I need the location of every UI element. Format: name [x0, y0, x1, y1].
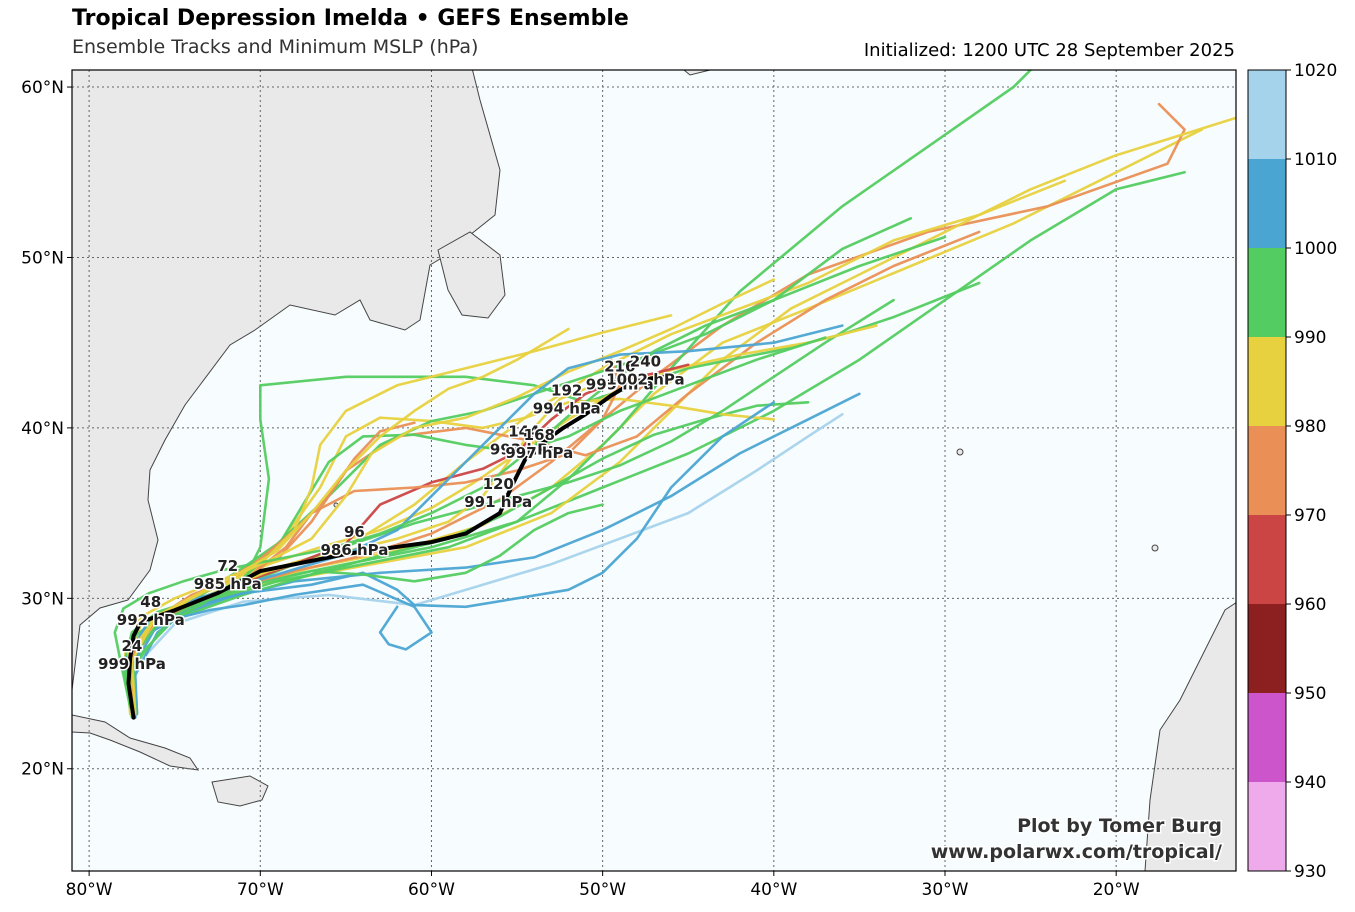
member-track	[127, 336, 827, 713]
chart-subtitle: Ensemble Tracks and Minimum MSLP (hPa)	[72, 36, 479, 58]
lon-tick-label: 60°W	[408, 880, 455, 900]
colorbar-bin	[1248, 70, 1286, 159]
member-track	[130, 327, 570, 716]
island-madeira	[1151, 544, 1159, 552]
mslp-label: 991 hPa	[464, 493, 532, 511]
colorbar-label: 1000	[1294, 239, 1337, 259]
colorbar-bin	[1248, 693, 1286, 782]
colorbar-bin	[1248, 337, 1286, 426]
land-cuba	[72, 714, 200, 771]
forecast-hour-label: 72	[217, 557, 238, 575]
colorbar-label: 1010	[1294, 150, 1337, 170]
member-track	[127, 314, 673, 713]
mslp-label: 986 hPa	[320, 541, 388, 559]
colorbar-bin	[1248, 159, 1286, 248]
land-greenland	[683, 70, 711, 76]
colorbar-bin	[1248, 248, 1286, 337]
credit: Plot by Tomer Burg www.polarwx.com/tropi…	[929, 814, 1223, 865]
member-track	[132, 413, 844, 716]
lat-tick-label: 60°N	[21, 78, 64, 98]
member-track	[132, 503, 604, 716]
colorbar-label: 950	[1294, 684, 1326, 704]
colorbar-label: 990	[1294, 328, 1326, 348]
mslp-label: 999 hPa	[98, 655, 166, 673]
mean-track	[126, 374, 665, 720]
colorbar-bin	[1248, 782, 1286, 871]
colorbar-label: 1020	[1294, 61, 1337, 81]
credit-line-1: Plot by Tomer Burg	[1017, 815, 1222, 837]
colorbar: 1020 1010 1000 990 980 970 960 950 940 930	[1247, 61, 1337, 882]
mslp-label: 999 hPa	[586, 376, 654, 394]
mslp-label: 994 hPa	[533, 400, 601, 418]
mslp-label: 997 hPa	[505, 444, 573, 462]
axis-ticks: 80°W 70°W 60°W 50°W 40°W 30°W 20°W 60°N 50°N 40°N…	[21, 78, 1140, 900]
credit-line-2: www.polarwx.com/tropical/	[931, 841, 1222, 863]
lat-tick-label: 40°N	[21, 419, 64, 439]
colorbar-label: 970	[1294, 506, 1326, 526]
lon-tick-label: 50°W	[579, 880, 626, 900]
colorbar-label: 940	[1294, 773, 1326, 793]
chart-title: Tropical Depression Imelda • GEFS Ensemb…	[72, 6, 629, 31]
forecast-hour-label: 240	[630, 353, 661, 371]
mslp-label: 992 hPa	[117, 611, 185, 629]
ensemble-tracks	[113, 70, 1236, 719]
lon-tick-label: 40°W	[750, 880, 797, 900]
land-africa	[1144, 602, 1236, 871]
colorbar-bin	[1248, 515, 1286, 604]
member-track	[127, 278, 776, 716]
forecast-hour-label: 120	[483, 475, 514, 493]
colorbar-frame	[1247, 69, 1287, 872]
lat-tick-label: 30°N	[21, 589, 64, 609]
colorbar-bin	[1248, 604, 1286, 693]
gridlines	[72, 70, 1236, 871]
forecast-hour-label: 192	[551, 382, 582, 400]
land-layer	[72, 70, 1236, 871]
lat-tick-label: 20°N	[21, 760, 64, 780]
colorbar-bin	[1248, 426, 1286, 515]
mslp-label: 985 hPa	[194, 575, 262, 593]
forecast-hour-label: 216	[604, 358, 635, 376]
member-track	[113, 235, 947, 709]
forecast-hour-label: 48	[140, 593, 161, 611]
colorbar-label: 960	[1294, 595, 1326, 615]
forecast-hour-label: 144	[508, 422, 539, 440]
lon-tick-label: 30°W	[922, 880, 969, 900]
lon-tick-label: 20°W	[1093, 880, 1140, 900]
plot-frame	[71, 69, 1237, 872]
island-azores	[956, 448, 964, 456]
forecast-hour-label: 96	[344, 523, 365, 541]
colorbar-label: 930	[1294, 862, 1326, 882]
land-newfoundland	[437, 231, 506, 319]
lon-tick-label: 70°W	[237, 880, 284, 900]
lat-tick-label: 50°N	[21, 248, 64, 268]
mslp-label: 993 hPa	[490, 440, 558, 458]
mslp-label: 1002 hPa	[606, 371, 684, 389]
colorbar-label: 980	[1294, 417, 1326, 437]
mean-track-line	[126, 374, 665, 720]
lon-tick-label: 80°W	[66, 880, 113, 900]
member-track	[122, 281, 981, 711]
land-north-america	[72, 70, 501, 691]
land-hispaniola	[211, 775, 269, 807]
forecast-hour-label: 24	[121, 637, 142, 655]
forecast-hour-label: 168	[524, 426, 555, 444]
init-time: Initialized: 1200 UTC 28 September 2025	[863, 40, 1235, 61]
